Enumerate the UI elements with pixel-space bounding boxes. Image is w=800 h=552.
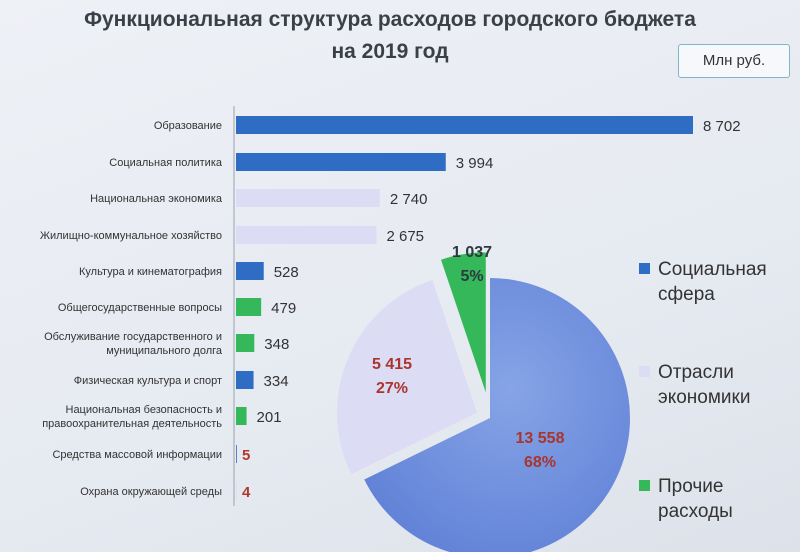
category-label: Образование (154, 120, 222, 132)
legend-label: сфера (658, 284, 715, 305)
category-label: Средства массовой информации (52, 449, 222, 461)
legend-label: Прочие (658, 476, 723, 497)
bar (236, 482, 237, 500)
bar-value-label: 348 (264, 336, 289, 353)
pie-percent-label: 68% (524, 454, 556, 471)
pie-percent-label: 5% (460, 268, 483, 285)
bar (236, 371, 254, 389)
chart-title: Функциональная структура расходов городс… (0, 4, 780, 68)
category-label: Национальная безопасность и (66, 404, 223, 416)
category-label: Общегосударственные вопросы (58, 302, 222, 314)
legend-label: Социальная (658, 259, 767, 280)
bar-value-label: 334 (264, 373, 289, 390)
category-label: Национальная экономика (90, 193, 223, 205)
category-label: муниципального долга (106, 345, 223, 357)
legend-label: расходы (658, 501, 733, 522)
bar (236, 407, 247, 425)
legend-swatch (639, 366, 650, 377)
legend-label: экономики (658, 387, 750, 408)
pie-value-label: 1 037 (452, 244, 492, 261)
bar (236, 262, 264, 280)
category-label: Жилищно-коммунальное хозяйство (40, 230, 222, 242)
title-line-1: Функциональная структура расходов городс… (84, 8, 696, 31)
pie-slice (441, 252, 486, 393)
pie-value-label: 13 558 (516, 430, 565, 447)
bar (236, 334, 255, 352)
bar-chart: Образование 8 702 Социальная политика 3 994… (40, 116, 741, 501)
category-label: Обслуживание государственного и (44, 331, 222, 343)
bar-value-label: 3 994 (456, 155, 494, 172)
category-label: Социальная политика (109, 157, 223, 169)
title-line-2: на 2019 год (331, 40, 449, 63)
bar (236, 298, 262, 316)
bar-value-label: 528 (274, 264, 299, 281)
bar-value-label: 201 (257, 409, 282, 426)
pie-percent-label: 27% (376, 380, 408, 397)
bar (236, 153, 446, 171)
category-label: Охрана окружающей среды (80, 486, 222, 498)
legend-label: Отрасли (658, 362, 734, 383)
bar-value-label: 4 (242, 484, 251, 501)
category-label: Культура и кинематография (79, 266, 222, 278)
bar-value-label: 5 (242, 447, 250, 464)
pie-legend: Социальная сфера Отрасли экономики Прочие рас… (639, 259, 767, 522)
bar (236, 445, 237, 463)
pie-slice (364, 278, 630, 552)
bar (236, 226, 377, 244)
unit-label: Млн руб. (678, 44, 790, 78)
bar-value-label: 2 675 (386, 228, 424, 245)
legend-swatch (639, 480, 650, 491)
bar-value-label: 8 702 (703, 118, 741, 135)
bar (236, 116, 693, 134)
pie-value-label: 5 415 (372, 356, 412, 373)
legend-swatch (639, 263, 650, 274)
pie-chart: 13 558 68% 5 415 27% 1 037 5% (337, 244, 630, 552)
bar (236, 189, 380, 207)
pie-slice (337, 279, 478, 475)
bar-value-label: 479 (271, 300, 296, 317)
bar-value-label: 2 740 (390, 191, 428, 208)
category-label: правоохранительная деятельность (42, 418, 222, 430)
category-label: Физическая культура и спорт (74, 375, 222, 387)
